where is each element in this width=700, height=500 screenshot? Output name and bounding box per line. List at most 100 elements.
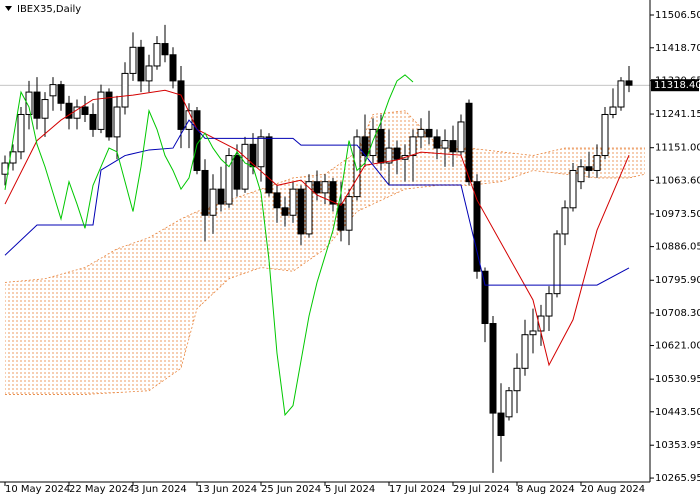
candle-body	[593, 155, 601, 171]
x-tick-label: 25 Jun 2024	[261, 484, 321, 495]
candle-body	[137, 46, 145, 82]
candle-body	[353, 136, 361, 198]
current-price-box	[651, 79, 699, 92]
y-tick-label: 10621.00	[655, 341, 700, 352]
x-tick-label: 29 Jul 2024	[453, 484, 510, 495]
candle-body	[345, 196, 353, 231]
y-tick-label: 10530.95	[655, 374, 700, 385]
candle-body	[305, 181, 313, 235]
candle-body	[441, 140, 449, 149]
candle-body	[553, 233, 561, 295]
candle-body	[417, 128, 425, 138]
x-tick-label: 5 Jul 2024	[325, 484, 375, 495]
candle-body	[81, 106, 89, 115]
candle-body	[521, 334, 529, 369]
candle-body	[41, 99, 49, 119]
y-tick-label: 10708.30	[655, 308, 700, 319]
candle-body	[465, 102, 473, 183]
candle-body	[105, 91, 113, 138]
x-tick-label: 13 Jun 2024	[197, 484, 257, 495]
candle-body	[257, 136, 265, 168]
candle-body	[377, 128, 385, 164]
candle-body	[625, 80, 633, 86]
candle-body	[585, 166, 593, 171]
y-tick-label: 11506.50	[655, 10, 700, 21]
candle-body	[329, 181, 337, 205]
y-tick-label: 10886.05	[655, 242, 700, 253]
candle-body	[73, 106, 81, 119]
cloud-lower	[5, 170, 646, 395]
candle-body	[169, 54, 177, 82]
candle-body	[513, 367, 521, 392]
y-tick-label: 11063.60	[655, 175, 700, 186]
y-tick-label: 10795.90	[655, 275, 700, 286]
candle-body	[449, 140, 457, 153]
candle-body	[425, 128, 433, 138]
x-tick-label: 3 Jun 2024	[133, 484, 187, 495]
indicator-line	[4, 89, 630, 367]
candle-body	[49, 84, 57, 97]
candle-body	[265, 136, 273, 194]
candle-body	[481, 270, 489, 325]
candle-body	[545, 293, 553, 317]
candle-body	[57, 84, 65, 104]
current-price-label: 11318.40	[654, 80, 700, 91]
y-tick-label: 10265.95	[655, 473, 700, 484]
candle-body	[569, 169, 577, 209]
candle-body	[393, 147, 401, 160]
candle-body	[617, 80, 625, 108]
candle-body	[1, 162, 9, 175]
candle-body	[233, 155, 241, 190]
candle-body	[249, 143, 257, 168]
chart-title: IBEX35,Daily	[17, 4, 81, 15]
indicator-line	[4, 74, 414, 417]
candle-body	[89, 113, 97, 130]
x-tick-label: 17 Jul 2024	[389, 484, 446, 495]
candle-body	[577, 166, 585, 183]
candle-body	[281, 207, 289, 216]
candle-body	[433, 136, 441, 149]
candle-body	[289, 188, 297, 216]
candle-body	[201, 169, 209, 216]
x-tick-label: 10 May 2024	[5, 484, 70, 495]
indicator-line	[4, 119, 630, 286]
candle-body	[505, 390, 513, 418]
candle-body	[217, 188, 225, 205]
candle-body	[25, 91, 33, 115]
x-tick-label: 22 May 2024	[69, 484, 134, 495]
candle-body	[65, 102, 73, 119]
y-tick-label: 10443.50	[655, 407, 700, 418]
overlay: IBEX35,Daily	[5, 4, 81, 15]
candle-body	[177, 80, 185, 130]
y-tick-label: 10353.95	[655, 440, 700, 451]
y-tick-label: 11418.70	[655, 43, 700, 54]
candle-body	[297, 188, 305, 235]
candle-body	[385, 147, 393, 164]
candle-body	[17, 113, 25, 153]
plot	[0, 24, 650, 473]
candle-body	[153, 43, 161, 67]
cloud-fill	[5, 110, 645, 395]
symbol-marker	[5, 6, 12, 11]
candle-body	[97, 91, 105, 130]
x-tick-label: 8 Aug 2024	[517, 484, 575, 495]
candle-body	[321, 181, 329, 194]
x-tick-label: 20 Aug 2024	[581, 484, 645, 495]
candle-body	[209, 188, 217, 216]
cloud-upper	[4, 110, 645, 283]
candle-body	[561, 207, 569, 235]
candle-body	[489, 323, 497, 414]
candle-body	[129, 46, 137, 74]
candle-body	[161, 43, 169, 56]
candle-body	[369, 128, 377, 157]
candle-body	[337, 203, 345, 231]
candle-body	[241, 143, 249, 190]
candle-body	[113, 106, 121, 138]
y-tick-label: 10973.50	[655, 209, 700, 220]
candle-body	[457, 121, 465, 153]
candle-body	[145, 65, 153, 82]
candle-body	[609, 106, 617, 115]
candle-body	[497, 412, 505, 436]
